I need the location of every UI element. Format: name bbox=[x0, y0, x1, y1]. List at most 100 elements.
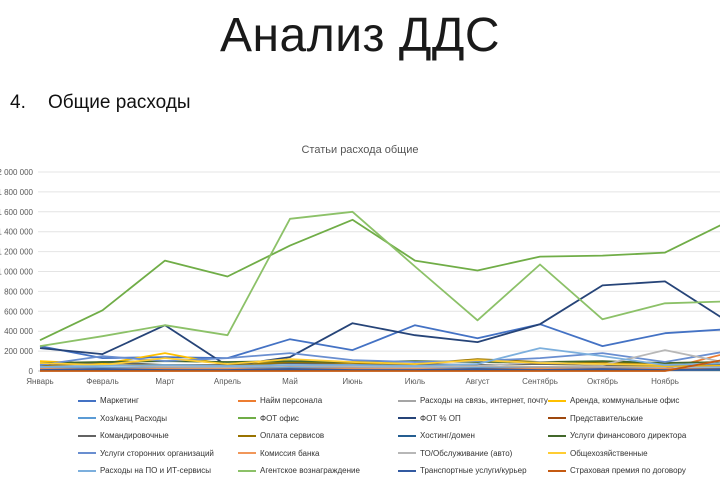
legend-swatch bbox=[238, 399, 256, 402]
y-tick-label: 600 000 bbox=[4, 307, 33, 316]
x-tick-label: Январь bbox=[26, 377, 53, 386]
legend-swatch bbox=[398, 417, 416, 419]
legend-item: Командировочные bbox=[78, 431, 169, 440]
x-axis-labels: Январь Февраль Март Апрель Май Июнь Июль Август… bbox=[26, 377, 679, 386]
legend-label: Общехозяйственные bbox=[570, 448, 648, 458]
legend-item: Хоз/канц Расходы bbox=[78, 414, 167, 423]
series-line bbox=[39, 368, 720, 371]
legend-swatch bbox=[548, 434, 566, 437]
legend-item: Расходы на связь, интернет, почту bbox=[398, 396, 548, 405]
legend-label: Найм персонала bbox=[260, 396, 323, 405]
legend-label: ФОТ % ОП bbox=[420, 413, 461, 423]
x-tick-label: Май bbox=[282, 377, 298, 386]
x-tick-label: Август bbox=[465, 377, 489, 386]
y-tick-label: 800 000 bbox=[4, 287, 33, 296]
x-tick-label: Июль bbox=[405, 377, 425, 386]
series-line bbox=[39, 357, 720, 366]
y-tick-label: 1 400 000 bbox=[0, 228, 34, 237]
legend-item: Расходы на ПО и ИТ-сервисы bbox=[78, 466, 211, 475]
legend-label: Расходы на ПО и ИТ-сервисы bbox=[100, 466, 211, 475]
section-title: Общие расходы bbox=[48, 92, 191, 113]
y-tick-label: 1 000 000 bbox=[0, 268, 34, 277]
legend-swatch bbox=[398, 452, 416, 454]
legend-label: Аренда, коммунальные офис bbox=[570, 396, 680, 405]
legend-swatch bbox=[78, 469, 96, 472]
legend-swatch bbox=[238, 469, 256, 472]
series-line bbox=[40, 359, 720, 372]
x-tick-label: Сентябрь bbox=[522, 377, 558, 386]
legend-swatch bbox=[548, 469, 566, 472]
series-line bbox=[39, 323, 720, 360]
series-line bbox=[39, 347, 720, 368]
legend-label: Командировочные bbox=[100, 431, 169, 440]
legend-label: Маркетинг bbox=[100, 396, 139, 405]
legend-label: Представительские bbox=[570, 413, 643, 423]
legend-swatch bbox=[78, 434, 96, 437]
legend-swatch bbox=[398, 434, 416, 437]
legend-item: Хостинг/домен bbox=[398, 431, 475, 440]
legend-swatch bbox=[398, 399, 416, 402]
legend-item: Услуги сторонних организаций bbox=[78, 449, 214, 458]
y-tick-label: 0 bbox=[29, 367, 34, 376]
legend-item: ФОТ офис bbox=[238, 414, 299, 423]
legend-item: ТО/Обслуживание (авто) bbox=[398, 449, 512, 458]
legend-label: Агентское вознаграждение bbox=[260, 466, 360, 475]
legend-label: Страховая премия по договору bbox=[570, 466, 686, 475]
legend-label: Расходы на связь, интернет, почту bbox=[420, 396, 548, 405]
slide-title: Анализ ДДС bbox=[219, 9, 501, 62]
legend-label: ФОТ офис bbox=[260, 413, 299, 423]
legend-item: Маркетинг bbox=[78, 396, 139, 405]
legend-item: Агентское вознаграждение bbox=[238, 466, 360, 475]
legend-swatch bbox=[398, 469, 416, 472]
chart-title: Статьи расхода общие bbox=[301, 144, 419, 156]
legend-label: Оплата сервисов bbox=[260, 431, 325, 440]
legend-swatch bbox=[78, 399, 96, 402]
x-tick-label: Ноябрь bbox=[651, 377, 679, 386]
y-tick-label: 1 200 000 bbox=[0, 248, 34, 257]
x-tick-label: Февраль bbox=[86, 377, 119, 386]
x-tick-label: Октябрь bbox=[587, 377, 618, 386]
legend-item: Транспортные услуги/курьер bbox=[398, 466, 527, 475]
y-tick-label: 1 800 000 bbox=[0, 188, 34, 197]
y-tick-label: 1 600 000 bbox=[0, 208, 34, 217]
legend-item: Аренда, коммунальные офис bbox=[548, 396, 679, 405]
series-line bbox=[39, 218, 720, 342]
legend-swatch bbox=[238, 417, 256, 419]
legend-label: Хоз/канц Расходы bbox=[100, 413, 167, 423]
legend-label: Услуги финансового директора bbox=[570, 431, 687, 440]
legend-item: Услуги финансового директора bbox=[548, 431, 686, 440]
x-tick-label: Март bbox=[155, 377, 174, 386]
legend-item: Комиссия банка bbox=[238, 449, 320, 458]
legend-label: Транспортные услуги/курьер bbox=[420, 466, 527, 475]
legend-swatch bbox=[548, 452, 566, 454]
section-heading: 4. Общие расходы bbox=[10, 92, 191, 114]
legend-swatch bbox=[548, 399, 566, 402]
legend-swatch bbox=[238, 452, 256, 454]
series-line bbox=[39, 365, 720, 369]
section-number: 4. bbox=[10, 92, 26, 113]
legend-swatch bbox=[78, 417, 96, 419]
x-tick-label: Апрель bbox=[214, 377, 241, 386]
legend-item: Оплата сервисов bbox=[238, 431, 324, 440]
legend-label: ТО/Обслуживание (авто) bbox=[420, 448, 513, 458]
series-line bbox=[39, 210, 720, 347]
legend-item: Представительские bbox=[548, 414, 643, 423]
legend-label: Хостинг/домен bbox=[420, 431, 475, 440]
series-line bbox=[39, 280, 720, 367]
gridlines bbox=[38, 171, 720, 372]
y-tick-label: 400 000 bbox=[4, 327, 33, 336]
legend-label: Услуги сторонних организаций bbox=[100, 448, 214, 458]
legend-swatch bbox=[548, 417, 566, 419]
legend-label: Комиссия банка bbox=[260, 448, 320, 458]
y-tick-label: 2 000 000 bbox=[0, 168, 34, 177]
legend-item: Страховая премия по договору bbox=[548, 466, 686, 475]
y-axis-labels: 0 200 000 400 000 600 000 800 000 1 000 000 1 … bbox=[0, 168, 34, 376]
series-lines bbox=[39, 210, 720, 372]
series-line bbox=[39, 351, 720, 366]
legend-item: Общехозяйственные bbox=[548, 449, 648, 458]
y-tick-label: 200 000 bbox=[4, 347, 33, 356]
legend-swatch bbox=[78, 452, 96, 454]
legend-item: Найм персонала bbox=[238, 396, 322, 405]
x-tick-label: Июнь bbox=[342, 377, 362, 386]
